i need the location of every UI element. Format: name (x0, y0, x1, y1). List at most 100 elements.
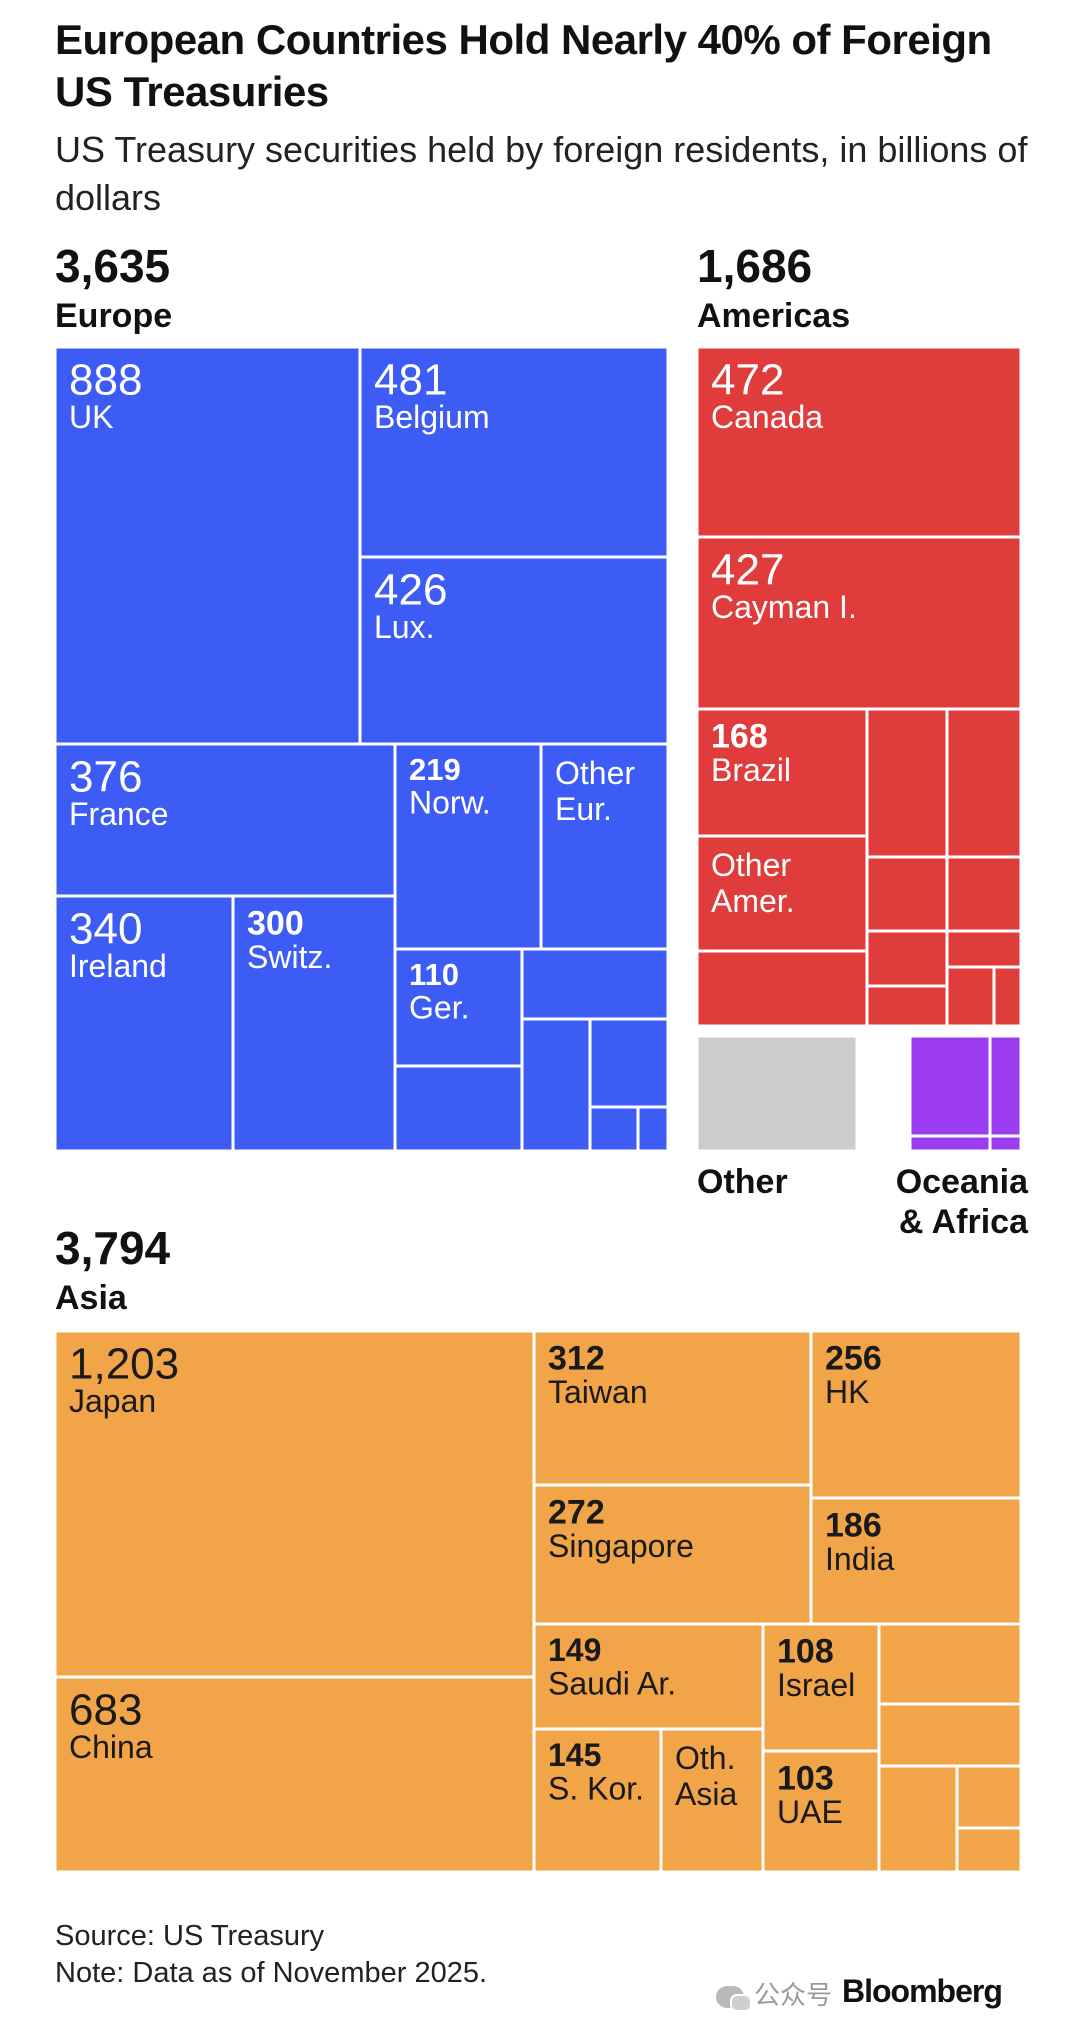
name-label-canada: Canada (711, 399, 823, 435)
name-label-lux: Lux. (374, 609, 434, 645)
name-label-taiwan: Taiwan (548, 1374, 648, 1410)
cell-ger (393, 947, 524, 1068)
name-label-other-eur-0: Other (555, 755, 635, 791)
name-label-ger: Ger. (409, 990, 469, 1026)
chart-title: European Countries Hold Nearly 40% of Fo… (55, 16, 992, 115)
name-label-japan: Japan (69, 1383, 156, 1419)
cell-unlabeled (393, 1064, 524, 1153)
cell-saudi-ar (532, 1622, 765, 1731)
name-label-uk: UK (69, 399, 113, 435)
cell-unlabeled (955, 1826, 1023, 1874)
value-label-france: 376 (69, 753, 142, 802)
americas-label: Americas (697, 297, 851, 335)
europe-total: 3,635 (55, 240, 171, 292)
value-label-s-kor: 145 (548, 1737, 601, 1773)
wechat-icon (716, 1986, 752, 2013)
cell-japan (53, 1329, 536, 1679)
chart-subtitle: US Treasury securities held by foreign r… (55, 129, 1028, 218)
name-label-china: China (69, 1729, 153, 1765)
name-label-norw: Norw. (409, 785, 491, 821)
cell-oceania-africa-1 (908, 1034, 992, 1138)
cell-unlabeled (695, 949, 869, 1028)
cell-other (695, 1034, 859, 1153)
name-label-uae: UAE (777, 1794, 843, 1830)
other-label: Other (697, 1163, 788, 1201)
cell-unlabeled (588, 1105, 640, 1153)
watermark: 公众号 (716, 1975, 832, 2013)
value-label-taiwan: 312 (548, 1340, 605, 1378)
cell-belgium (358, 345, 670, 559)
cell-oceania-africa-2 (988, 1034, 1023, 1138)
cell-unlabeled (520, 947, 670, 1021)
cell-hk (809, 1329, 1023, 1500)
value-label-uae: 103 (777, 1760, 834, 1798)
oceania-africa-label: Oceania & Africa (895, 1163, 1028, 1241)
americas-total: 1,686 (697, 240, 813, 292)
cell-unlabeled (992, 965, 1023, 1028)
name-label-ireland: Ireland (69, 948, 167, 984)
cell-unlabeled (520, 1017, 592, 1153)
value-label-uk: 888 (69, 356, 142, 405)
value-label-norw: 219 (409, 752, 461, 787)
name-label-other-eur-1: Eur. (555, 791, 612, 827)
value-label-japan: 1,203 (69, 1340, 179, 1389)
cell-unlabeled (945, 707, 1023, 859)
cell-unlabeled (955, 1764, 1023, 1830)
cell-canada (695, 345, 1023, 539)
name-label-switz: Switz. (247, 939, 332, 975)
cell-cayman-i (695, 535, 1023, 711)
name-label-other-amer-1: Amer. (711, 883, 795, 919)
cell-uk (53, 345, 362, 746)
value-label-india: 186 (825, 1507, 882, 1545)
cell-unlabeled (636, 1105, 670, 1153)
value-label-singapore: 272 (548, 1494, 605, 1532)
value-label-switz: 300 (247, 905, 304, 943)
cell-other-amer (695, 834, 869, 953)
cell-unlabeled (588, 1017, 670, 1109)
cell-norw (393, 742, 543, 951)
cell-unlabeled (865, 855, 949, 933)
source-note: Source: US Treasury (55, 1920, 325, 1952)
name-label-s-kor: S. Kor. (548, 1770, 644, 1806)
name-label-belgium: Belgium (374, 399, 490, 435)
cell-unlabeled (877, 1764, 959, 1874)
value-label-ger: 110 (409, 957, 459, 992)
cell-oceania-africa-4 (988, 1134, 1023, 1153)
value-label-belgium: 481 (374, 356, 447, 405)
value-label-hk: 256 (825, 1340, 882, 1378)
cell-india (809, 1496, 1023, 1626)
name-label-cayman-i: Cayman I. (711, 589, 857, 625)
europe-label: Europe (55, 297, 173, 335)
name-label-france: France (69, 796, 169, 832)
data-note: Note: Data as of November 2025. (55, 1957, 488, 1989)
name-label-saudi-ar: Saudi Ar. (548, 1665, 676, 1701)
name-label-singapore: Singapore (548, 1528, 694, 1564)
cell-taiwan (532, 1329, 813, 1487)
cell-brazil (695, 707, 869, 838)
cell-unlabeled (865, 707, 949, 859)
value-label-saudi-ar: 149 (548, 1632, 601, 1668)
asia-total: 3,794 (55, 1222, 171, 1274)
name-label-oth-asia-1: Asia (675, 1776, 737, 1812)
cell-unlabeled (865, 984, 949, 1028)
asia-label: Asia (55, 1279, 127, 1317)
cell-unlabeled (945, 929, 1023, 969)
name-label-other-amer-0: Other (711, 847, 791, 883)
value-label-cayman-i: 427 (711, 546, 784, 595)
name-label-hk: HK (825, 1374, 869, 1410)
cell-unlabeled (945, 965, 996, 1028)
cell-unlabeled (865, 929, 949, 988)
name-label-oth-asia-0: Oth. (675, 1740, 735, 1776)
value-label-brazil: 168 (711, 718, 768, 756)
value-label-lux: 426 (374, 566, 447, 615)
cell-oth-asia (659, 1727, 765, 1874)
bloomberg-logo: Bloomberg (842, 1973, 1003, 2009)
cell-unlabeled (945, 855, 1023, 933)
cell-lux (358, 555, 670, 746)
value-label-china: 683 (69, 1686, 142, 1735)
cell-ireland (53, 894, 235, 1153)
name-label-israel: Israel (777, 1667, 855, 1703)
cell-other-eur (539, 742, 670, 951)
cell-unlabeled (877, 1622, 1023, 1706)
